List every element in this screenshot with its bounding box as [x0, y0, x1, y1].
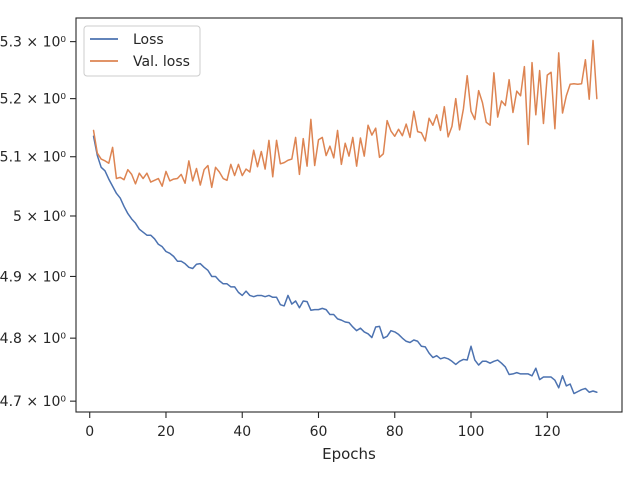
- legend-label-loss: Loss: [133, 32, 164, 48]
- series-line-val-loss: [92, 39, 598, 189]
- legend-label-val-loss: Val. loss: [133, 54, 190, 70]
- y-tick-label: 5.3 × 10⁰: [0, 35, 66, 51]
- x-axis-label: Epochs: [322, 445, 376, 463]
- y-tick-label: 4.7 × 10⁰: [0, 394, 66, 410]
- series-layer: [92, 39, 598, 395]
- x-tick-label: 80: [386, 424, 404, 440]
- plot-frame: [75, 17, 623, 413]
- y-tick-label: 4.8 × 10⁰: [0, 331, 66, 347]
- y-tick-label: 4.9 × 10⁰: [0, 269, 66, 285]
- x-tick-label: 0: [85, 424, 94, 440]
- x-tick-label: 40: [233, 424, 251, 440]
- x-tick-label: 20: [157, 424, 175, 440]
- y-tick-label: 5.2 × 10⁰: [0, 92, 66, 108]
- x-tick-label: 60: [310, 424, 328, 440]
- ticks-layer: 0 20 40 60 80 100 120 4.7 × 10⁰ 4.8 × 10⁰ 4.9 × 1…: [0, 35, 561, 440]
- y-tick-label: 5.1 × 10⁰: [0, 150, 66, 166]
- x-tick-label: 120: [534, 424, 561, 440]
- x-tick-label: 100: [458, 424, 485, 440]
- series-line-loss: [92, 135, 598, 395]
- legend: Loss Val. loss: [83, 25, 201, 77]
- y-tick-label: 5 × 10⁰: [13, 209, 66, 225]
